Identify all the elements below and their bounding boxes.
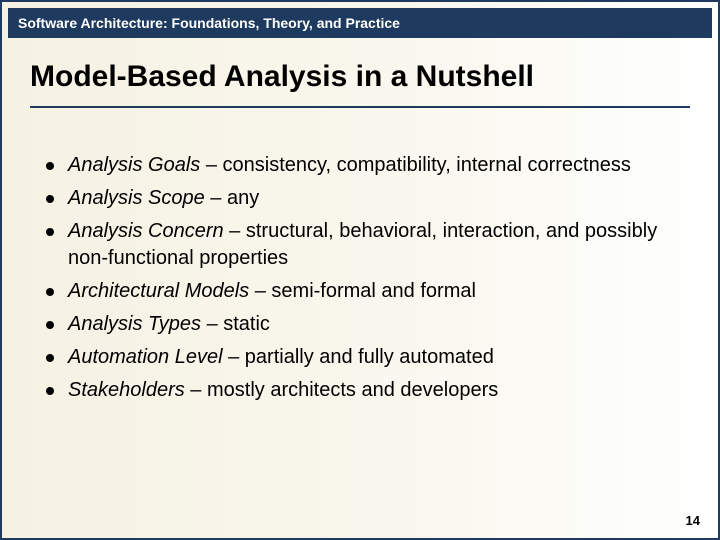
- bullet-rest: – partially and fully automated: [223, 346, 494, 368]
- bullet-item: Analysis Types – static: [46, 311, 678, 338]
- bullet-rest: – static: [201, 313, 270, 335]
- bullet-rest: – mostly architects and developers: [185, 379, 499, 401]
- bullet-rest: – consistency, compatibility, internal c…: [200, 154, 631, 176]
- bullet-icon: [46, 195, 54, 203]
- bullet-text: Analysis Concern – structural, behaviora…: [68, 218, 678, 272]
- bullet-text: Automation Level – partially and fully a…: [68, 344, 494, 371]
- bullet-term: Analysis Scope: [68, 187, 205, 209]
- bullet-term: Analysis Concern: [68, 220, 224, 242]
- bullet-text: Stakeholders – mostly architects and dev…: [68, 377, 498, 404]
- slide-title: Model-Based Analysis in a Nutshell: [30, 60, 690, 102]
- header-bar: Software Architecture: Foundations, Theo…: [8, 8, 712, 38]
- bullet-item: Analysis Concern – structural, behaviora…: [46, 218, 678, 272]
- bullet-icon: [46, 228, 54, 236]
- bullet-term: Architectural Models: [68, 280, 249, 302]
- slide-container: Software Architecture: Foundations, Theo…: [0, 0, 720, 540]
- bullet-item: Architectural Models – semi-formal and f…: [46, 278, 678, 305]
- bullet-text: Analysis Goals – consistency, compatibil…: [68, 152, 631, 179]
- bullet-icon: [46, 354, 54, 362]
- page-number: 14: [686, 513, 700, 528]
- bullet-term: Analysis Goals: [68, 154, 200, 176]
- bullet-text: Analysis Types – static: [68, 311, 270, 338]
- bullet-item: Analysis Goals – consistency, compatibil…: [46, 152, 678, 179]
- title-area: Model-Based Analysis in a Nutshell: [30, 60, 690, 108]
- bullet-icon: [46, 288, 54, 296]
- bullet-text: Architectural Models – semi-formal and f…: [68, 278, 476, 305]
- bullet-rest: – any: [205, 187, 259, 209]
- title-underline: [30, 106, 690, 108]
- bullet-item: Automation Level – partially and fully a…: [46, 344, 678, 371]
- bullet-item: Stakeholders – mostly architects and dev…: [46, 377, 678, 404]
- bullet-icon: [46, 387, 54, 395]
- content-area: Analysis Goals – consistency, compatibil…: [46, 152, 678, 410]
- bullet-term: Automation Level: [68, 346, 223, 368]
- bullet-term: Stakeholders: [68, 379, 185, 401]
- bullet-icon: [46, 321, 54, 329]
- bullet-rest: – semi-formal and formal: [249, 280, 476, 302]
- bullet-item: Analysis Scope – any: [46, 185, 678, 212]
- header-text: Software Architecture: Foundations, Theo…: [18, 15, 400, 31]
- bullet-term: Analysis Types: [68, 313, 201, 335]
- bullet-text: Analysis Scope – any: [68, 185, 259, 212]
- bullet-icon: [46, 162, 54, 170]
